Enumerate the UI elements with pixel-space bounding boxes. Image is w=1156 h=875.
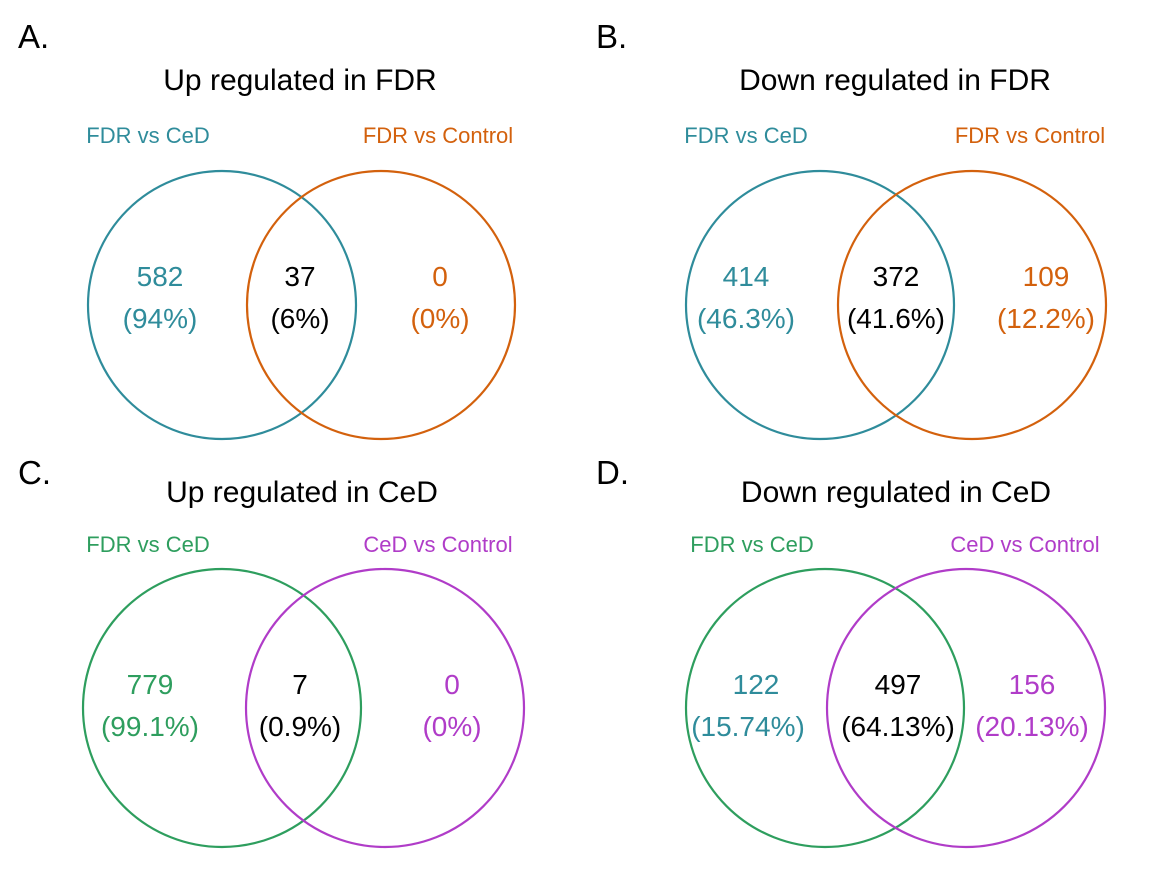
left-set-label: FDR vs CeD <box>86 532 209 557</box>
panel-c: C. Up regulated in CeD FDR vs CeD CeD vs… <box>18 454 526 849</box>
right-set-circle <box>825 567 1107 849</box>
right-set-label: CeD vs Control <box>950 532 1099 557</box>
right-set-circle <box>836 169 1108 441</box>
panel-title: Down regulated in FDR <box>739 64 1051 97</box>
left-region-count: 414 <box>723 261 770 292</box>
panel-d: D. Down regulated in CeD FDR vs CeD CeD … <box>596 454 1107 849</box>
left-region-count: 122 <box>733 669 780 700</box>
left-region-percent: (15.74%) <box>691 711 805 742</box>
panel-a: A. Up regulated in FDR FDR vs CeD FDR vs… <box>18 18 517 441</box>
left-set-circle <box>684 567 966 849</box>
left-set-label: FDR vs CeD <box>684 123 807 148</box>
right-region-count: 0 <box>432 261 448 292</box>
panel-letter: A. <box>18 18 49 55</box>
right-region-percent: (0%) <box>410 303 469 334</box>
panel-letter: B. <box>596 18 627 55</box>
right-set-label: CeD vs Control <box>363 532 512 557</box>
right-set-circle <box>245 169 517 441</box>
left-region-count: 582 <box>137 261 184 292</box>
left-set-label: FDR vs CeD <box>86 123 209 148</box>
middle-region-percent: (64.13%) <box>841 711 955 742</box>
panel-letter: D. <box>596 454 629 491</box>
middle-region-percent: (6%) <box>270 303 329 334</box>
right-region-count: 109 <box>1023 261 1070 292</box>
panel-title: Down regulated in CeD <box>741 476 1051 509</box>
right-region-count: 0 <box>444 669 460 700</box>
right-set-label: FDR vs Control <box>363 123 513 148</box>
left-region-count: 779 <box>127 669 174 700</box>
right-region-percent: (0%) <box>422 711 481 742</box>
left-set-circle <box>86 169 358 441</box>
right-set-label: FDR vs Control <box>955 123 1105 148</box>
right-set-circle <box>244 567 526 849</box>
middle-region-count: 37 <box>284 261 315 292</box>
right-region-percent: (12.2%) <box>997 303 1095 334</box>
right-region-percent: (20.13%) <box>975 711 1089 742</box>
middle-region-count: 7 <box>292 669 308 700</box>
panel-letter: C. <box>18 454 51 491</box>
left-region-percent: (94%) <box>123 303 198 334</box>
middle-region-percent: (41.6%) <box>847 303 945 334</box>
left-set-label: FDR vs CeD <box>690 532 813 557</box>
panel-b: B. Down regulated in FDR FDR vs CeD FDR … <box>596 18 1108 441</box>
panel-title: Up regulated in CeD <box>166 476 438 509</box>
right-region-count: 156 <box>1009 669 1056 700</box>
left-region-percent: (46.3%) <box>697 303 795 334</box>
left-set-circle <box>81 567 363 849</box>
middle-region-count: 372 <box>873 261 920 292</box>
left-region-percent: (99.1%) <box>101 711 199 742</box>
panel-title: Up regulated in FDR <box>163 64 436 97</box>
middle-region-percent: (0.9%) <box>259 711 341 742</box>
middle-region-count: 497 <box>875 669 922 700</box>
left-set-circle <box>684 169 956 441</box>
